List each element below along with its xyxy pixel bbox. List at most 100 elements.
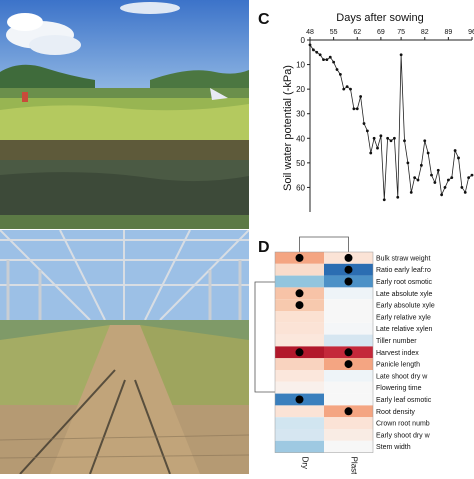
heatmap-row-label: Root density xyxy=(376,409,415,416)
data-point xyxy=(308,43,312,47)
heatmap-cell-plasticity xyxy=(324,440,373,453)
x-tick-label: 55 xyxy=(330,29,338,36)
column-dendrogram xyxy=(299,236,349,252)
data-point xyxy=(457,156,460,160)
data-point xyxy=(389,139,393,143)
data-point xyxy=(369,151,373,155)
field-photo xyxy=(0,0,249,229)
data-point xyxy=(372,136,376,140)
chart-ticks: 48 55 62 69 75 82 89 96 0 10 20 30 40 50 60 xyxy=(296,29,474,192)
heatmap-cell-dry xyxy=(275,263,324,276)
y-tick-label: 10 xyxy=(296,61,305,70)
heatmap-row-label: Tiller number xyxy=(376,338,417,345)
series-line xyxy=(309,44,473,200)
data-point xyxy=(338,73,342,76)
data-point xyxy=(342,87,346,91)
data-point xyxy=(436,168,440,172)
data-point xyxy=(386,136,390,140)
data-point xyxy=(403,139,406,143)
heatmap-row-label: Stem width xyxy=(376,444,411,451)
heatmap-row-label: Early shoot dry w xyxy=(376,432,431,439)
chart-title: Days after sowing xyxy=(336,12,423,24)
data-point xyxy=(335,68,339,71)
data-point xyxy=(460,186,464,189)
heatmap-cell-dry xyxy=(275,334,324,347)
heatmap-dendrogram xyxy=(254,236,349,393)
heatmap-cell-plasticity xyxy=(324,429,373,441)
data-point xyxy=(382,198,386,202)
y-tick-label: 20 xyxy=(296,85,305,94)
heatmap-row-label: Late absolute xyle xyxy=(376,291,433,298)
data-point xyxy=(349,87,352,91)
data-point xyxy=(392,136,396,140)
heatmap-cell-dry xyxy=(275,405,324,418)
significance-dot xyxy=(295,395,304,404)
data-point xyxy=(416,178,420,182)
heatmap-cell-plasticity xyxy=(324,417,373,429)
significance-dot xyxy=(295,253,304,262)
data-point xyxy=(426,151,430,155)
soil-water-line-chart: C Days after sowing Soil water potential… xyxy=(258,11,474,212)
data-point xyxy=(423,139,427,143)
y-tick-label: 50 xyxy=(296,159,305,168)
heatmap-cell-plasticity xyxy=(324,381,373,394)
heatmap-cell-dry xyxy=(275,370,324,382)
heatmap-column-label: Plasticity xyxy=(350,457,359,474)
data-point xyxy=(355,107,359,111)
panel-letter-d: D xyxy=(258,239,270,256)
data-point xyxy=(359,95,363,98)
panel-d: D Bulk straw weight Ratio early leaf:ro Ea… xyxy=(250,232,474,479)
heatmap-row-label: Crown root numb xyxy=(376,421,430,428)
heatmap-cell-dry xyxy=(275,440,324,453)
data-point xyxy=(440,193,444,197)
data-point xyxy=(413,176,417,180)
heatmap-cell-dry xyxy=(275,275,324,288)
x-tick-label: 89 xyxy=(444,29,452,36)
heatmap-row-label: Early relative xyle xyxy=(376,314,431,321)
data-point xyxy=(463,190,467,194)
significance-dot xyxy=(344,253,353,262)
heatmap-cell-plasticity xyxy=(324,334,373,347)
significance-dot xyxy=(295,301,304,310)
data-point xyxy=(352,107,356,111)
heatmap-cell-dry xyxy=(275,322,324,335)
data-point xyxy=(315,50,319,54)
data-point xyxy=(467,176,471,180)
heatmap-row-labels: Bulk straw weight Ratio early leaf:ro Earl… xyxy=(376,255,435,451)
x-tick-label: 48 xyxy=(306,29,314,36)
chart-axes xyxy=(309,39,472,212)
data-point xyxy=(365,129,369,133)
y-tick-label: 0 xyxy=(301,36,306,45)
data-point xyxy=(318,53,322,57)
heatmap-cell-plasticity xyxy=(324,311,373,323)
data-point xyxy=(419,163,423,167)
greenhouse-photo-illustration xyxy=(0,230,249,474)
heatmap-cell-dry xyxy=(275,358,324,370)
x-tick-label: 69 xyxy=(377,29,385,36)
data-point xyxy=(311,48,315,52)
heatmap-column-label: Dry xyxy=(301,457,310,469)
significance-dot xyxy=(344,265,353,274)
data-point xyxy=(345,85,349,89)
heatmap-cell-dry xyxy=(275,429,324,441)
data-point xyxy=(446,178,450,182)
data-point xyxy=(406,161,410,165)
data-point xyxy=(328,55,332,59)
data-point xyxy=(399,53,403,57)
y-axis-label: Soil water potential (-kPa) xyxy=(282,65,294,191)
heatmap-row-label: Panicle length xyxy=(376,362,420,369)
y-tick-label: 60 xyxy=(296,183,305,192)
data-point xyxy=(433,181,437,184)
heatmap-row-label: Early root osmotic xyxy=(376,279,433,286)
y-tick-label: 40 xyxy=(296,134,305,143)
x-tick-label: 96 xyxy=(468,29,474,36)
heatmap-row-label: Late shoot dry w xyxy=(376,373,428,380)
x-tick-label: 82 xyxy=(421,29,429,36)
x-tick-label: 62 xyxy=(353,29,361,36)
data-point xyxy=(325,58,329,62)
greenhouse-photo xyxy=(0,230,249,474)
heatmap-cell-plasticity xyxy=(324,287,373,300)
data-point xyxy=(376,146,379,150)
row-dendrogram xyxy=(254,281,275,393)
data-point xyxy=(322,58,325,62)
